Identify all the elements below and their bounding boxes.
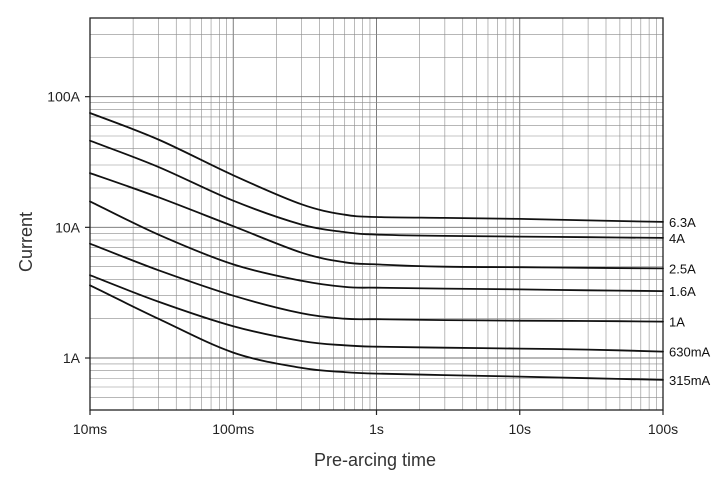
- x-tick-label: 1s: [369, 421, 384, 437]
- series-line-4A: [89, 139, 664, 239]
- series-label-630mA: 630mA: [669, 345, 711, 360]
- series-line-630mA: [89, 274, 664, 353]
- series-label-6.3A: 6.3A: [669, 215, 696, 230]
- y-tick-label: 10A: [55, 219, 81, 235]
- y-axis-title: Current: [16, 212, 36, 272]
- series-label-2.5A: 2.5A: [669, 261, 696, 276]
- series-line-2.5A: [89, 172, 664, 270]
- series-line-6.3A: [89, 112, 664, 223]
- x-tick-label: 10ms: [73, 421, 107, 437]
- y-tick-labels: 1A 10A 100A: [47, 89, 80, 366]
- y-tick-label: 1A: [63, 350, 81, 366]
- curves: [89, 112, 664, 381]
- series-label-315mA: 315mA: [669, 373, 711, 388]
- x-axis-title: Pre-arcing time: [314, 450, 436, 470]
- series-label-1A: 1A: [669, 315, 685, 330]
- series-label-1.6A: 1.6A: [669, 284, 696, 299]
- series-line-1A: [89, 242, 664, 323]
- x-tick-label: 100s: [648, 421, 678, 437]
- y-tick-label: 100A: [47, 89, 80, 105]
- plot-frame: [89, 17, 664, 411]
- x-tick-label: 10s: [508, 421, 531, 437]
- x-tick-labels: 10ms 100ms 1s 10s 100s: [73, 421, 678, 437]
- series-label-4A: 4A: [669, 231, 685, 246]
- x-tick-label: 100ms: [212, 421, 254, 437]
- series-line-1.6A: [89, 200, 664, 292]
- series-line-315mA: [89, 284, 664, 381]
